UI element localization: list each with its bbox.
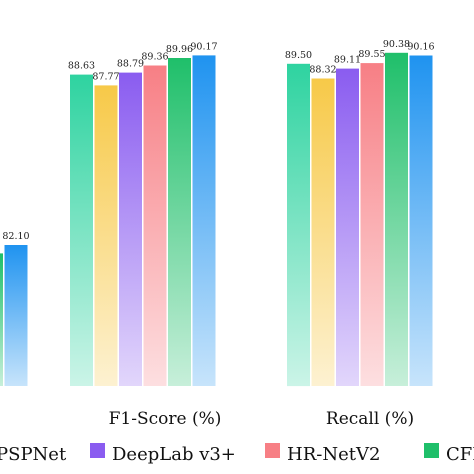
data-label-2-2: 89.11: [334, 55, 361, 66]
bar-2-1: [311, 78, 335, 386]
category-label-1: F1-Score (%): [109, 409, 222, 429]
legend-label-pspnet: PSPNet: [0, 444, 67, 465]
data-label-1-0: 88.63: [68, 61, 95, 72]
bar-2-0: [287, 63, 310, 387]
legend-label-deeplab: DeepLab v3+: [112, 444, 236, 465]
bar-2-4: [385, 52, 408, 387]
data-label-2-4: 90.38: [383, 39, 410, 50]
bar-2-2: [336, 68, 359, 386]
bar-2-5: [409, 55, 433, 386]
bar-1-0: [70, 74, 93, 386]
bar-0-4: [0, 253, 3, 386]
bar-1-2: [119, 72, 142, 386]
data-label-1-2: 88.79: [117, 59, 144, 70]
bar-1-3: [143, 65, 167, 386]
legend-swatch-cfe: [424, 443, 439, 458]
data-label-1-5: 90.17: [190, 41, 217, 52]
data-label-2-0: 89.50: [285, 50, 312, 61]
data-label-1-1: 87.77: [92, 71, 119, 82]
bar-1-5: [192, 55, 216, 387]
bar-2-3: [360, 63, 384, 386]
bar-1-1: [94, 85, 118, 387]
category-labels-layer: F1-Score (%) Recall (%): [109, 409, 415, 429]
data-label-1-4: 89.96: [166, 44, 193, 55]
legend-swatch-hrnet: [265, 443, 280, 458]
legend: PSPNet DeepLab v3+ HR-NetV2 CFE: [0, 443, 474, 465]
category-label-2: Recall (%): [326, 409, 414, 429]
legend-swatch-deeplab: [90, 443, 105, 458]
bar-1-4: [168, 58, 191, 386]
value-labels-layer: 682.1088.6387.7788.7989.3689.9690.1789.5…: [2, 39, 434, 242]
data-label-2-1: 88.32: [309, 65, 336, 76]
bar-0-5: [4, 245, 28, 386]
data-label-2-3: 89.55: [358, 49, 385, 60]
data-label-2-5: 90.16: [407, 42, 434, 53]
data-label-0-5: 82.10: [2, 231, 29, 242]
bars-layer: [0, 52, 433, 387]
data-label-1-3: 89.36: [141, 52, 168, 63]
legend-label-cfe: CFE: [446, 444, 474, 465]
legend-label-hrnet: HR-NetV2: [287, 444, 380, 465]
